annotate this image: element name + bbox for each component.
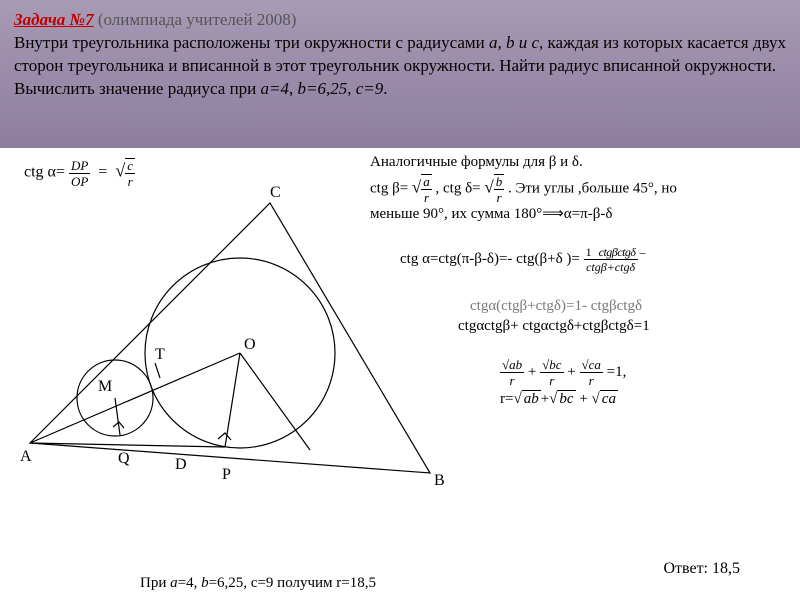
bottom-note: При a=4, b=6,25, c=9 получим r=18,5 bbox=[140, 575, 376, 592]
label-O: O bbox=[244, 336, 256, 353]
formula-sum: ctgαctgβ+ ctgαctgδ+ctgβctgδ=1 bbox=[458, 318, 650, 335]
answer: Ответ: 18,5 bbox=[663, 560, 740, 578]
label-T: T bbox=[155, 346, 165, 363]
triangle-path bbox=[30, 203, 430, 473]
formula-gray: ctgα(ctgβ+ctgδ)=1- ctgβctgδ bbox=[470, 298, 642, 315]
label-Q: Q bbox=[118, 450, 130, 467]
label-C: C bbox=[270, 184, 281, 201]
content-area: ctg α= DPOP = √cr Аналогичные формулы дл… bbox=[0, 148, 800, 600]
header-panel: Задача №7 (олимпиада учителей 2008) Внут… bbox=[0, 0, 800, 148]
triangle-diagram: A B C D M O P Q T bbox=[10, 163, 450, 503]
label-A: A bbox=[20, 448, 32, 465]
title-line: Задача №7 (олимпиада учителей 2008) bbox=[14, 10, 786, 30]
label-P: P bbox=[222, 466, 231, 483]
label-D: D bbox=[175, 456, 187, 473]
label-M: M bbox=[98, 378, 112, 395]
formula-final: √abr + √bcr + √car =1, r=√ab+√bc + √ca bbox=[500, 358, 626, 408]
problem-number: Задача №7 bbox=[14, 10, 94, 29]
olympiad-ref: (олимпиада учителей 2008) bbox=[94, 10, 297, 29]
problem-statement: Внутри треугольника расположены три окру… bbox=[14, 32, 786, 101]
label-B: B bbox=[434, 472, 445, 489]
